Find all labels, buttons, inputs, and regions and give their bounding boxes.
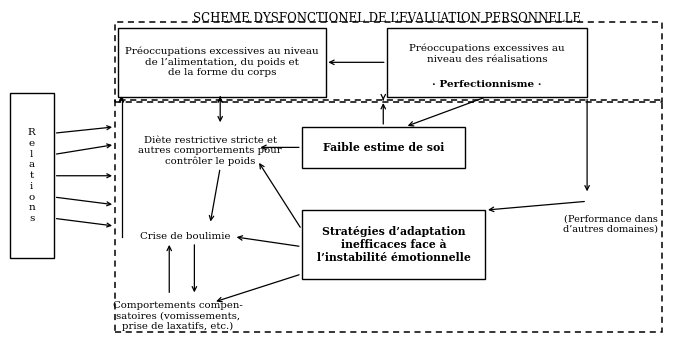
Text: R
e
l
a
t
i
o
n
s: R e l a t i o n s xyxy=(28,128,36,223)
Text: Diète restrictive stricte et
autres comportements pour
contrôler le poids: Diète restrictive stricte et autres comp… xyxy=(138,136,282,166)
Bar xyxy=(115,100,662,332)
Bar xyxy=(301,127,465,168)
Text: Préoccupations excessives au
niveau des réalisations: Préoccupations excessives au niveau des … xyxy=(409,44,564,64)
Text: (Performance dans
d’autres domaines): (Performance dans d’autres domaines) xyxy=(563,215,658,234)
Text: Stratégies d’adaptation
inefficaces face à
l’instabilité émotionnelle: Stratégies d’adaptation inefficaces face… xyxy=(316,226,471,263)
Bar xyxy=(119,28,325,97)
Bar xyxy=(10,93,53,258)
Text: Crise de boulimie: Crise de boulimie xyxy=(140,232,230,241)
Bar xyxy=(301,210,485,279)
Text: SCHEME DYSFONCTIONEL DE L’EVALUATION PERSONNELLE: SCHEME DYSFONCTIONEL DE L’EVALUATION PER… xyxy=(192,12,581,24)
Text: Faible estime de soi: Faible estime de soi xyxy=(323,142,444,153)
Text: Préoccupations excessives au niveau
de l’alimentation, du poids et
de la forme d: Préoccupations excessives au niveau de l… xyxy=(125,47,319,77)
Text: Comportements compen-
satoires (vomissements,
prise de laxatifs, etc.): Comportements compen- satoires (vomissem… xyxy=(113,301,243,332)
Bar xyxy=(386,28,587,97)
Bar xyxy=(115,22,662,102)
Text: · Perfectionnisme ·: · Perfectionnisme · xyxy=(432,80,542,89)
